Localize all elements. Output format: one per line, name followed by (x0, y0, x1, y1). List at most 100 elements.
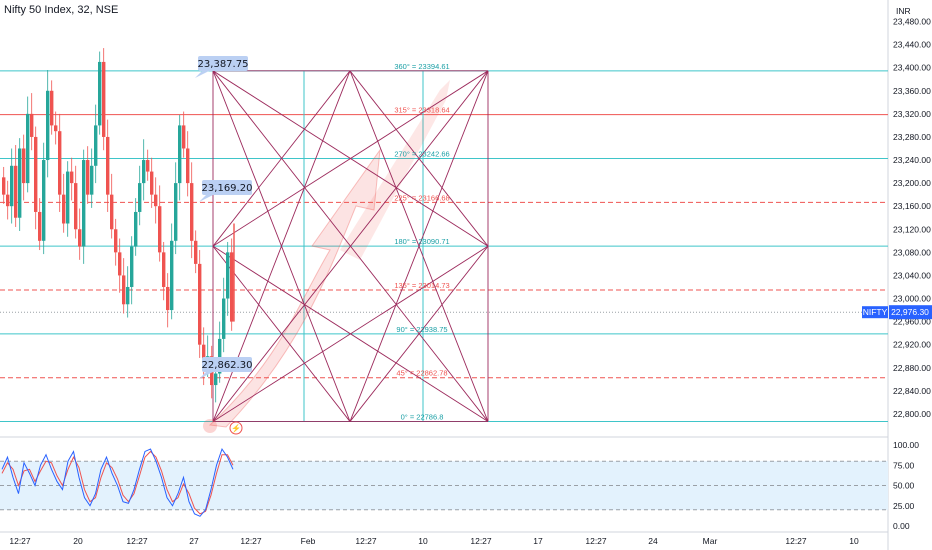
candle-body (118, 252, 122, 276)
time-tick-label: 27 (189, 536, 199, 546)
gann-box-line (212, 70, 489, 422)
time-axis: 12:27 20 12:27 27 12:27 Feb 12:27 10 12:27 17 12:2… (9, 536, 859, 546)
grid (0, 0, 889, 550)
price-callout-text: 23,387.75 (198, 59, 249, 70)
gann-level-label: 45° = 22862.78 (396, 369, 447, 378)
price-tick-label: 23,480.00 (893, 17, 931, 27)
price-tick-label: 23,000.00 (893, 294, 931, 304)
candle-body (58, 131, 62, 195)
price-tag-value-box (889, 305, 932, 320)
candle-body (62, 194, 66, 224)
candle-body (194, 240, 198, 264)
candle-body (50, 90, 54, 126)
arrow-origin-dot (203, 419, 217, 433)
candle-body (74, 183, 78, 230)
osc-tick-label: 25.00 (893, 501, 915, 511)
candle-body (170, 240, 174, 311)
trend-arrow-head (340, 80, 450, 260)
candle-body (90, 165, 94, 195)
candle-body (190, 183, 194, 241)
price-tick-label: 23,400.00 (893, 63, 931, 73)
price-callout-box (202, 357, 252, 372)
candle-body (6, 194, 10, 207)
time-tick-label: 12:27 (9, 536, 31, 546)
currency-label: INR (896, 6, 911, 16)
gann-level-label: 225° = 23166.68 (394, 193, 449, 202)
candle-body (154, 194, 158, 207)
time-tick-label: 12:27 (585, 536, 607, 546)
price-tick-label: 23,120.00 (893, 224, 931, 234)
candle-body (222, 298, 226, 339)
flash-icon-glyph: ⚡ (231, 423, 241, 433)
candle-body (42, 160, 46, 241)
price-callout-text: 23,169.20 (202, 183, 253, 194)
price-tick-label: 22,800.00 (893, 409, 931, 419)
candle-body (14, 165, 18, 218)
price-callout-box (198, 56, 248, 71)
flash-icon (229, 421, 243, 435)
osc-tick-label: 100.00 (893, 440, 919, 450)
gann-level-label: 90° = 22938.75 (396, 325, 447, 334)
candle-body (198, 263, 202, 345)
candle-body (162, 252, 166, 287)
candle-body (146, 160, 150, 172)
candle-body (102, 61, 106, 137)
gann-box-line (212, 70, 351, 247)
gann-level-label: 180° = 23090.71 (394, 237, 449, 246)
osc-tick-label: 0.00 (893, 521, 910, 531)
candle-body (226, 252, 230, 299)
price-tick-label: 23,040.00 (893, 270, 931, 280)
trend-arrow-shape (208, 148, 381, 428)
price-tick-label: 22,960.00 (893, 317, 931, 327)
candle-body (94, 125, 98, 166)
price-tick-label: 22,920.00 (893, 340, 931, 350)
price-tick-label: 23,200.00 (893, 178, 931, 188)
time-tick-label: 10 (849, 536, 859, 546)
candle-body (30, 113, 34, 137)
candle-body (26, 113, 30, 184)
price-tick-label: 22,880.00 (893, 363, 931, 373)
price-tick-label: 23,160.00 (893, 201, 931, 211)
time-tick-label: 12:27 (240, 536, 262, 546)
candle-body (178, 125, 182, 184)
chart-title: Nifty 50 Index, 32, NSE (4, 4, 119, 16)
candle-body (150, 171, 154, 195)
osc-tick-label: 75.00 (893, 460, 915, 470)
candle-body (38, 211, 42, 241)
candle-body (110, 194, 114, 230)
candle-body (130, 246, 134, 287)
candle-body (202, 344, 206, 368)
price-callout-pointer (199, 195, 213, 202)
gann-level-label: 315° = 23318.64 (394, 106, 449, 115)
price-tick-label: 23,280.00 (893, 132, 931, 142)
price-callout-text: 22,862.30 (202, 360, 253, 371)
gann-box-line (349, 245, 489, 422)
candle-body (18, 148, 22, 218)
gann-box (212, 70, 489, 422)
gann-box-line (212, 245, 489, 422)
time-tick-label: Mar (703, 536, 718, 546)
time-tick-label: 12:27 (355, 536, 377, 546)
candle-body (182, 125, 186, 149)
candle-body (114, 229, 118, 253)
price-callouts: 23,387.75 23,169.20 22,862.30 ⚡ (195, 56, 253, 435)
candle-body (134, 211, 138, 247)
time-tick-label: Feb (301, 536, 316, 546)
time-tick-label: 17 (533, 536, 543, 546)
candle-body (70, 171, 74, 184)
candle-body (2, 177, 6, 195)
candle-body (142, 160, 146, 184)
time-tick-label: 20 (73, 536, 83, 546)
candle-body (158, 206, 162, 253)
candle-body (166, 286, 170, 311)
gann-level-label: 360° = 23394.61 (394, 62, 449, 71)
osc-tick-label: 50.00 (893, 481, 915, 491)
candle-body (82, 160, 86, 247)
gann-level-labels: 360° = 23394.61 315° = 23318.64 270° = 232… (394, 62, 449, 422)
time-tick-label: 12:27 (785, 536, 807, 546)
gann-box-line (212, 245, 351, 422)
gann-level-label: 135° = 23014.73 (394, 281, 449, 290)
price-callout-box (202, 180, 252, 195)
